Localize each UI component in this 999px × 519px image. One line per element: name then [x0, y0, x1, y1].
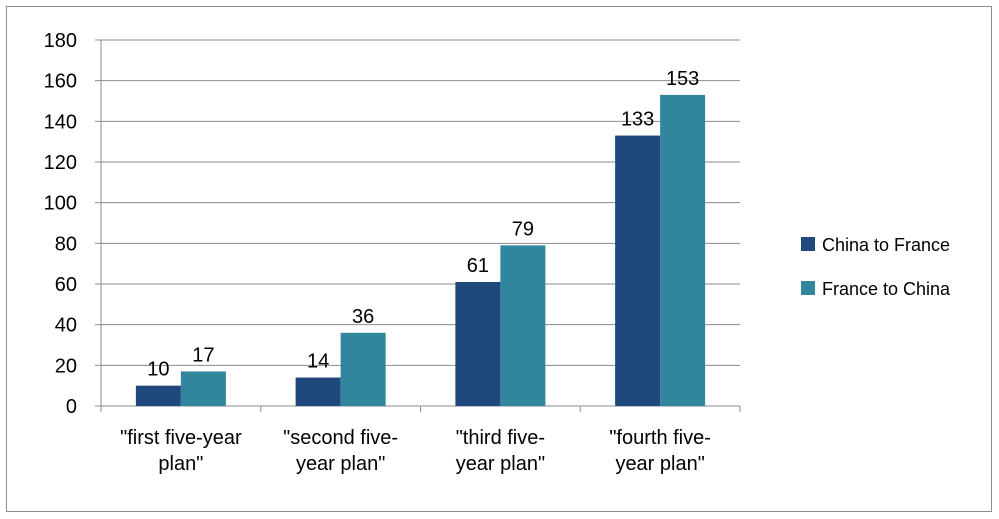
x-tick-label: "fourth five-year plan"	[609, 427, 711, 475]
y-tick-label: 20	[55, 355, 77, 377]
x-tick-label: "second five-year plan"	[283, 427, 398, 475]
bar	[660, 94, 706, 407]
bar	[500, 245, 546, 406]
legend: China to France France to China	[801, 235, 951, 299]
bar	[615, 135, 661, 407]
data-label: 153	[666, 68, 699, 90]
data-label: 79	[512, 218, 534, 240]
data-label: 61	[467, 255, 489, 277]
data-label: 133	[621, 109, 654, 131]
y-tick-label: 140	[44, 111, 77, 133]
labels: 0 20 40 60 80 100 120 140 160 180 10 17 "first five-…	[44, 30, 711, 475]
y-tick-label: 120	[44, 152, 77, 174]
y-tick-label: 100	[44, 193, 77, 215]
data-label: 14	[307, 351, 329, 373]
x-tick-label: "first five-year plan"	[120, 427, 242, 475]
bar	[295, 377, 341, 406]
chart-frame	[6, 6, 992, 512]
y-tick-label: 40	[55, 315, 77, 337]
legend-label: France to China	[822, 279, 951, 299]
data-label: 36	[352, 306, 374, 328]
y-tick-label: 0	[66, 396, 77, 418]
data-label: 17	[192, 344, 214, 366]
bar	[340, 332, 386, 406]
y-tick-label: 60	[55, 274, 77, 296]
bars	[135, 94, 706, 407]
y-tick-label: 80	[55, 233, 77, 255]
bar	[455, 281, 501, 406]
legend-swatch	[801, 281, 815, 295]
x-tick-label: "third five-year plan"	[456, 427, 545, 475]
y-tick-label: 180	[44, 30, 77, 52]
bar	[135, 385, 181, 406]
legend-label: China to France	[822, 235, 950, 255]
y-tick-label: 160	[44, 71, 77, 93]
legend-swatch	[801, 237, 815, 251]
bar	[180, 371, 226, 406]
data-label: 10	[147, 359, 169, 381]
